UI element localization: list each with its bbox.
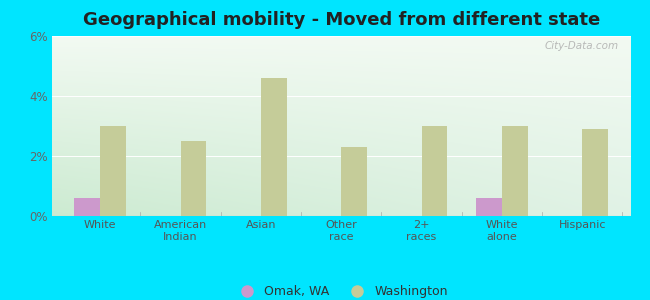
Bar bbox=[75, 198, 100, 216]
Legend: Omak, WA, Washington: Omak, WA, Washington bbox=[229, 280, 453, 300]
Bar bbox=[341, 147, 367, 216]
Title: Geographical mobility - Moved from different state: Geographical mobility - Moved from diffe… bbox=[83, 11, 600, 29]
Bar bbox=[476, 198, 502, 216]
Bar bbox=[422, 126, 447, 216]
Bar bbox=[502, 126, 528, 216]
Bar bbox=[582, 129, 608, 216]
Text: City-Data.com: City-Data.com bbox=[545, 41, 619, 51]
Bar bbox=[100, 126, 126, 216]
Bar bbox=[261, 78, 287, 216]
Bar bbox=[181, 141, 206, 216]
